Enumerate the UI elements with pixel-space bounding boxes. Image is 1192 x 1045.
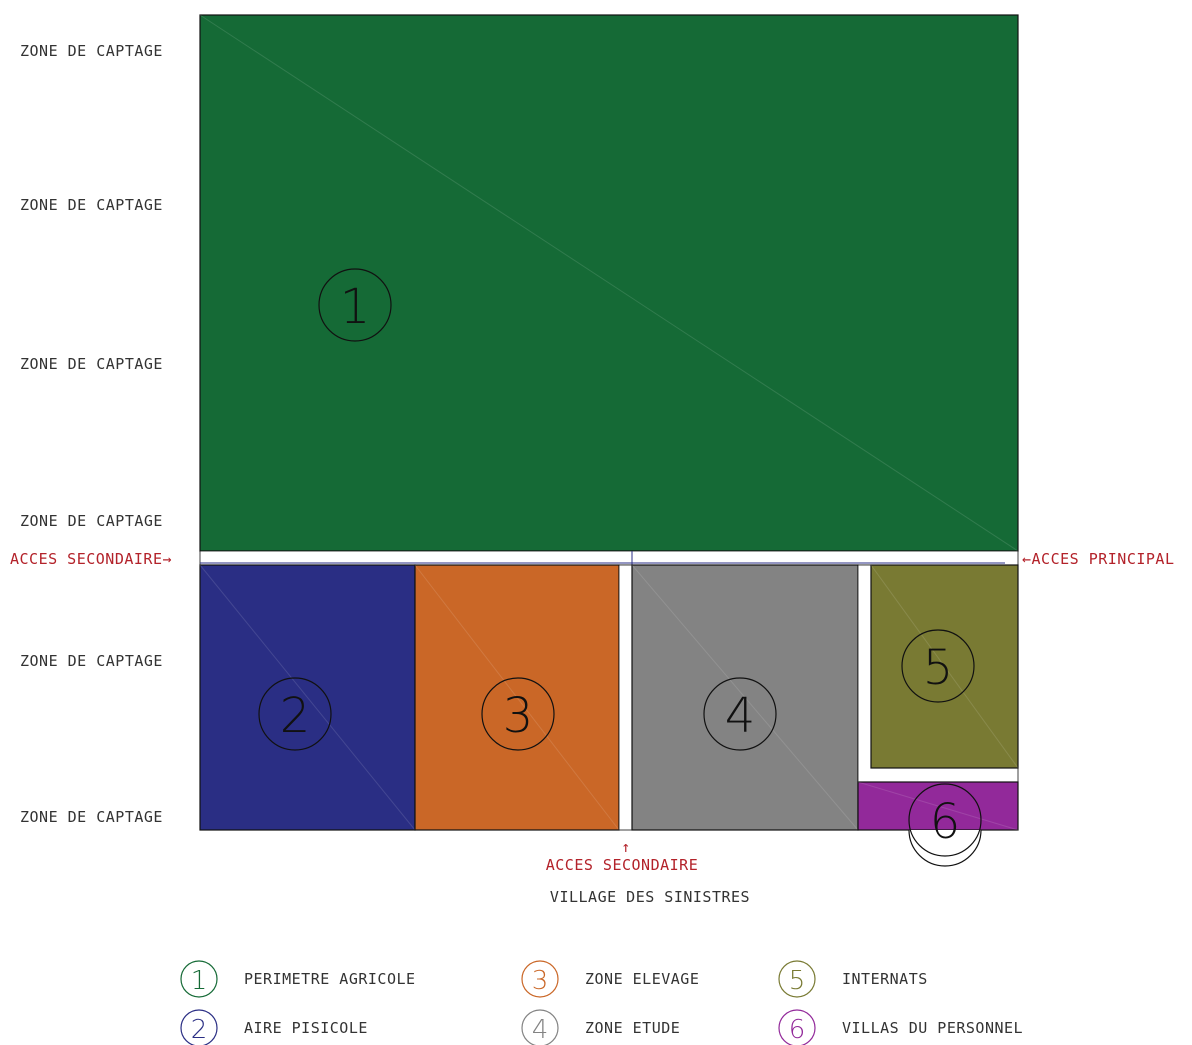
zone-3-diagonal (414, 564, 620, 831)
zone-5-diagonal (870, 564, 1019, 769)
legend-4-label: ZONE ETUDE (585, 1019, 680, 1037)
left-label-3: ZONE DE CAPTAGE (20, 355, 163, 373)
legend-6-number: 6 (789, 1015, 806, 1045)
zone-2-marker (258, 677, 332, 751)
access-secondary-left: ACCES SECONDAIRE→ (10, 550, 172, 568)
left-label-1: ZONE DE CAPTAGE (20, 42, 163, 60)
zone-4-marker-number: 4 (725, 688, 756, 744)
zone-5-marker (901, 629, 975, 703)
zone-6-marker (908, 783, 982, 857)
access-secondary-bottom: ACCES SECONDAIRE (546, 856, 699, 874)
legend-5-number: 5 (789, 966, 806, 996)
legend-3-label: ZONE ELEVAGE (585, 970, 699, 988)
secondary-path (618, 564, 633, 831)
legend-4-number: 4 (532, 1015, 549, 1045)
zone-5-area (870, 564, 1019, 769)
legend-4-marker (521, 1009, 559, 1045)
left-label-4: ZONE DE CAPTAGE (20, 512, 163, 530)
left-label-2: ZONE DE CAPTAGE (20, 196, 163, 214)
zone-6-marker-lower-arc (908, 829, 982, 867)
legend-2-number: 2 (191, 1015, 208, 1045)
legend-3-number: 3 (532, 966, 549, 996)
zone-6-marker-number: 6 (930, 794, 961, 850)
zone-4-marker (703, 677, 777, 751)
legend-1-marker (180, 960, 218, 998)
legend-5-label: INTERNATS (842, 970, 928, 988)
legend-6-label: VILLAS DU PERSONNEL (842, 1019, 1023, 1037)
legend-2-marker (180, 1009, 218, 1045)
access-secondary-bottom-arrow: ↑ (621, 838, 631, 856)
zone-1-diagonal (199, 14, 1019, 552)
village-label: VILLAGE DES SINISTRES (550, 888, 750, 906)
legend: 1 PERIMETRE AGRICOLE 2 AIRE PISICOLE 3 Z… (180, 960, 1023, 1045)
left-label-5: ZONE DE CAPTAGE (20, 652, 163, 670)
zone-6-diagonal (857, 781, 1019, 831)
zone-1-area (199, 14, 1019, 552)
zone-3-marker-number: 3 (503, 688, 534, 744)
zone-3-marker (481, 677, 555, 751)
zone-2-marker-number: 2 (280, 688, 311, 744)
legend-6-marker (778, 1009, 816, 1045)
zone-2-area (199, 564, 416, 831)
legend-1-label: PERIMETRE AGRICOLE (244, 970, 416, 988)
legend-2-label: AIRE PISICOLE (244, 1019, 368, 1037)
legend-3-marker (521, 960, 559, 998)
zone-2-diagonal (199, 564, 416, 831)
access-principal-right: ←ACCES PRINCIPAL (1022, 550, 1175, 568)
legend-1-number: 1 (191, 966, 208, 996)
zone-1-marker-number: 1 (340, 279, 371, 335)
zone-5-marker-number: 5 (923, 640, 954, 696)
zone-1-marker (318, 268, 392, 342)
zone-4-area (631, 564, 859, 831)
zone-4-diagonal (631, 564, 859, 831)
left-label-6: ZONE DE CAPTAGE (20, 808, 163, 826)
legend-5-marker (778, 960, 816, 998)
